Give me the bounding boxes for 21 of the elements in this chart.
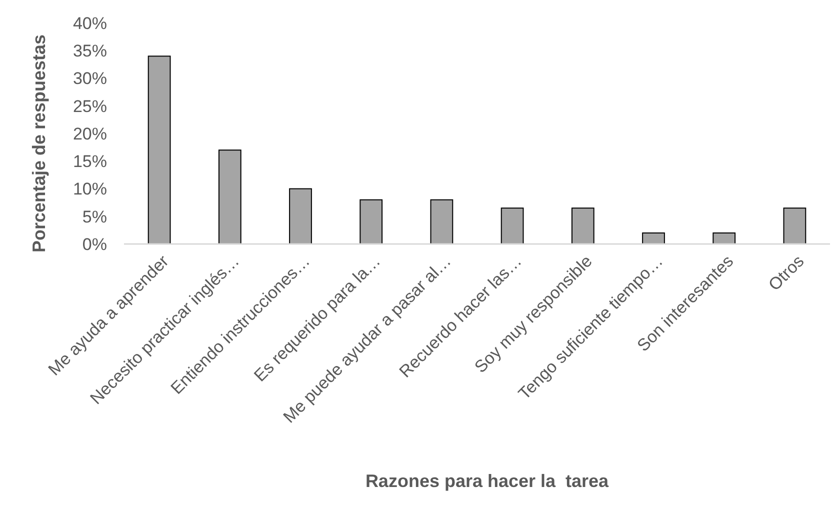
- bar: [571, 208, 594, 244]
- bar: [783, 208, 806, 244]
- bar: [642, 232, 665, 244]
- bar: [430, 199, 454, 244]
- y-tick-label: 5%: [82, 207, 107, 226]
- y-tick-label: 0%: [82, 234, 107, 254]
- y-tick-label: 30%: [72, 69, 107, 88]
- x-axis-title: Razones para hacer la tarea: [365, 471, 610, 491]
- bar: [148, 56, 171, 244]
- y-axis-title: Porcentaje de respuestas: [29, 34, 49, 253]
- y-tick-label: 10%: [72, 180, 107, 199]
- y-tick-label: 15%: [72, 152, 107, 172]
- bar: [218, 150, 242, 244]
- y-tick-label: 20%: [72, 124, 107, 144]
- bar: [500, 208, 524, 244]
- y-tick-label: 35%: [72, 42, 107, 61]
- bar: [360, 199, 383, 244]
- bar: [712, 232, 736, 244]
- y-tick-label: 25%: [72, 96, 107, 116]
- y-tick-label: 40%: [72, 14, 107, 33]
- bar: [289, 188, 312, 244]
